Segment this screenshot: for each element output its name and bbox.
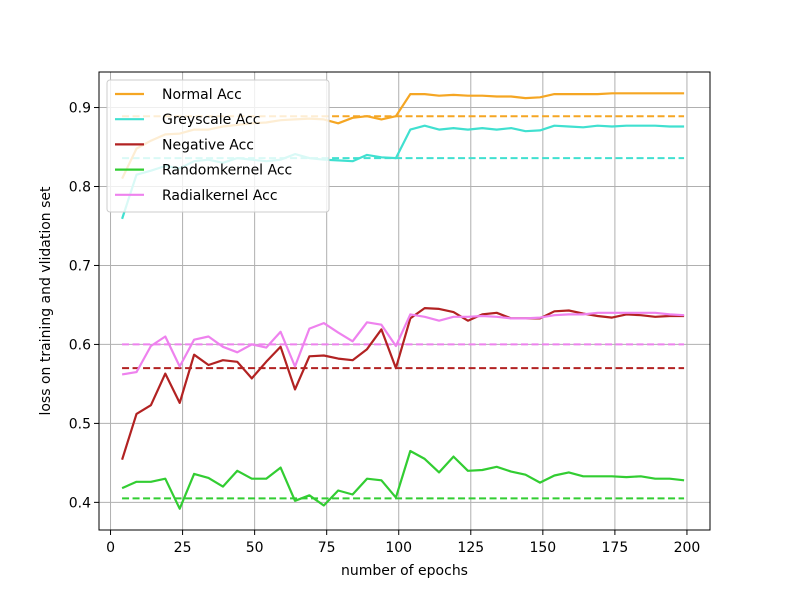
- y-tick-label: 0.9: [69, 101, 91, 117]
- x-tick-label: 125: [457, 540, 484, 556]
- legend-label-2: Negative Acc: [162, 137, 254, 153]
- series-line-2: [121, 307, 685, 461]
- x-tick-label: 50: [246, 540, 264, 556]
- plot-frame: [98, 71, 711, 531]
- x-tick-label: 0: [106, 540, 115, 556]
- x-tick-label: 75: [318, 540, 336, 556]
- legend-label-3: Randomkernel Acc: [162, 163, 292, 179]
- x-tick-label: 150: [529, 540, 556, 556]
- legend: Normal Acc Greyscale Acc Negative Acc Rando…: [106, 79, 330, 213]
- x-tick-label: 175: [602, 540, 629, 556]
- y-tick-label: 0.7: [69, 258, 91, 274]
- series-line-4: [121, 311, 685, 376]
- y-tick-label: 0.8: [69, 180, 91, 196]
- x-tick-label: 200: [674, 540, 701, 556]
- series-line-3: [121, 449, 685, 510]
- legend-box: [106, 79, 330, 213]
- x-axis-ticks: 0 25 50 75 100 125 150 175 200: [106, 530, 700, 556]
- y-tick-label: 0.6: [69, 337, 91, 353]
- y-tick-label: 0.4: [69, 495, 91, 511]
- y-axis-label: loss on training and vlidation set: [38, 186, 54, 416]
- x-tick-label: 25: [174, 540, 192, 556]
- series-lines: [121, 92, 685, 510]
- x-axis-label: number of epochs: [341, 563, 468, 579]
- y-tick-label: 0.5: [69, 416, 91, 432]
- legend-label-0: Normal Acc: [162, 87, 242, 103]
- y-axis-ticks: 0.4 0.5 0.6 0.7 0.8 0.9: [69, 101, 99, 511]
- legend-label-4: Radialkernel Acc: [162, 188, 278, 204]
- baselines: [122, 115, 685, 500]
- x-tick-label: 100: [385, 540, 412, 556]
- legend-label-1: Greyscale Acc: [162, 112, 260, 128]
